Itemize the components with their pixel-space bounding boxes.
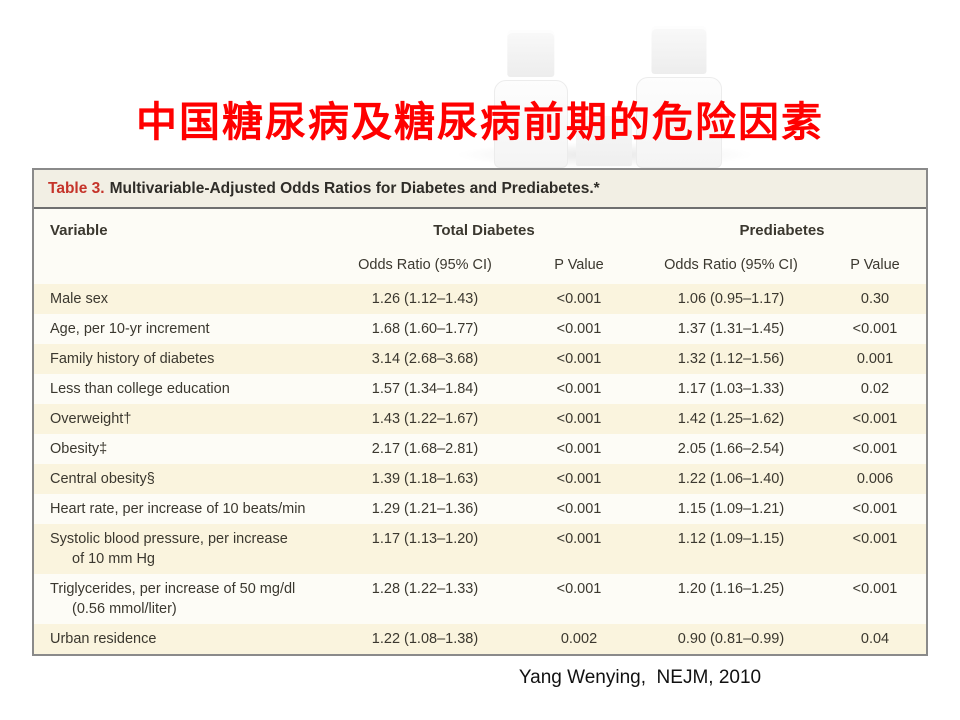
prediabetes-odds-ratio-cell: 1.17 (1.03–1.33) bbox=[677, 381, 785, 397]
medicine-vial-icon bbox=[576, 116, 632, 166]
column-header-spacer bbox=[34, 255, 330, 275]
variable-cell-line2: (0.56 mmol/liter) bbox=[72, 601, 177, 617]
table-row: Overweight† 1.43 (1.22–1.67) <0.001 1.42 (1… bbox=[34, 404, 926, 434]
prediabetes-odds-ratio-cell: 1.20 (1.16–1.25) bbox=[677, 581, 785, 597]
prediabetes-odds-ratio-cell: 1.37 (1.31–1.45) bbox=[677, 321, 785, 337]
table-row: Triglycerides, per increase of 50 mg/dl(… bbox=[34, 574, 926, 624]
column-group-total-diabetes: Total Diabetes bbox=[433, 222, 535, 239]
table-row: Less than college education 1.57 (1.34–1.… bbox=[34, 374, 926, 404]
prediabetes-p-value-cell: <0.001 bbox=[852, 501, 898, 517]
total-diabetes-p-value-cell: <0.001 bbox=[556, 441, 602, 457]
slide-title: 中国糖尿病及糖尿病前期的危险因素 bbox=[136, 98, 824, 146]
prediabetes-p-value-cell: 0.04 bbox=[860, 631, 890, 647]
total-diabetes-odds-ratio-cell: 1.29 (1.21–1.36) bbox=[371, 501, 479, 517]
table-row: Central obesity§ 1.39 (1.18–1.63) <0.001 1.… bbox=[34, 464, 926, 494]
prediabetes-p-value-cell: 0.30 bbox=[860, 291, 890, 307]
variable-cell: Obesity‡ bbox=[50, 441, 108, 457]
table-header-groups: Variable Total Diabetes Prediabetes bbox=[34, 209, 926, 241]
variable-cell: Urban residence bbox=[50, 631, 157, 647]
prediabetes-odds-ratio-cell: 1.12 (1.09–1.15) bbox=[677, 531, 785, 547]
total-diabetes-p-value-cell: <0.001 bbox=[556, 531, 602, 547]
variable-cell: Less than college education bbox=[50, 381, 230, 397]
variable-cell: Systolic blood pressure, per increase of … bbox=[34, 529, 330, 569]
total-diabetes-p-value-cell: <0.001 bbox=[556, 291, 602, 307]
table-caption: Multivariable-Adjusted Odds Ratios for D… bbox=[109, 180, 600, 197]
table-row: Systolic blood pressure, per increase of … bbox=[34, 524, 926, 574]
column-header-variable: Variable bbox=[50, 222, 108, 239]
total-diabetes-p-value-cell: <0.001 bbox=[556, 471, 602, 487]
column-group-prediabetes: Prediabetes bbox=[739, 222, 825, 239]
table-row: Age, per 10-yr increment 1.68 (1.60–1.77)… bbox=[34, 314, 926, 344]
variable-cell: Heart rate, per increase of 10 beats/min bbox=[50, 501, 306, 517]
prediabetes-p-value-cell: 0.001 bbox=[856, 351, 894, 367]
table-row: Heart rate, per increase of 10 beats/min… bbox=[34, 494, 926, 524]
column-header-p-value-td: P Value bbox=[554, 257, 604, 273]
prediabetes-odds-ratio-cell: 1.22 (1.06–1.40) bbox=[677, 471, 785, 487]
prediabetes-p-value-cell: <0.001 bbox=[852, 531, 898, 547]
table-label: Table 3. bbox=[48, 180, 105, 197]
total-diabetes-p-value-cell: <0.001 bbox=[556, 411, 602, 427]
prediabetes-p-value-cell: <0.001 bbox=[852, 321, 898, 337]
prediabetes-p-value-cell: 0.006 bbox=[856, 471, 894, 487]
variable-cell: Age, per 10-yr increment bbox=[50, 321, 210, 337]
column-header-odds-ratio-td: Odds Ratio (95% CI) bbox=[358, 257, 492, 273]
total-diabetes-odds-ratio-cell: 3.14 (2.68–3.68) bbox=[371, 351, 479, 367]
table-row: Male sex 1.26 (1.12–1.43) <0.001 1.06 (0.95… bbox=[34, 284, 926, 314]
prediabetes-odds-ratio-cell: 0.90 (0.81–0.99) bbox=[677, 631, 785, 647]
total-diabetes-odds-ratio-cell: 1.57 (1.34–1.84) bbox=[371, 381, 479, 397]
table-row: Urban residence 1.22 (1.08–1.38) 0.002 0.90… bbox=[34, 624, 926, 654]
total-diabetes-p-value-cell: <0.001 bbox=[556, 351, 602, 367]
odds-ratio-table: Table 3. Multivariable-Adjusted Odds Rati… bbox=[32, 168, 928, 656]
total-diabetes-p-value-cell: <0.001 bbox=[556, 581, 602, 597]
table-row: Obesity‡ 2.17 (1.68–2.81) <0.001 2.05 (1.66… bbox=[34, 434, 926, 464]
total-diabetes-odds-ratio-cell: 1.22 (1.08–1.38) bbox=[371, 631, 479, 647]
total-diabetes-odds-ratio-cell: 1.39 (1.18–1.63) bbox=[371, 471, 479, 487]
total-diabetes-p-value-cell: <0.001 bbox=[556, 501, 602, 517]
variable-cell: Family history of diabetes bbox=[50, 351, 215, 367]
prediabetes-odds-ratio-cell: 2.05 (1.66–2.54) bbox=[677, 441, 785, 457]
prediabetes-odds-ratio-cell: 1.32 (1.12–1.56) bbox=[677, 351, 785, 367]
total-diabetes-odds-ratio-cell: 1.17 (1.13–1.20) bbox=[371, 531, 479, 547]
table-header-subcolumns: Odds Ratio (95% CI) P Value Odds Ratio (… bbox=[34, 241, 926, 284]
prediabetes-p-value-cell: 0.02 bbox=[860, 381, 890, 397]
column-header-odds-ratio-pd: Odds Ratio (95% CI) bbox=[664, 257, 798, 273]
variable-cell: Male sex bbox=[50, 291, 109, 307]
total-diabetes-p-value-cell: 0.002 bbox=[560, 631, 598, 647]
prediabetes-odds-ratio-cell: 1.06 (0.95–1.17) bbox=[677, 291, 785, 307]
medicine-vial-icon bbox=[494, 30, 568, 168]
total-diabetes-p-value-cell: <0.001 bbox=[556, 381, 602, 397]
total-diabetes-p-value-cell: <0.001 bbox=[556, 321, 602, 337]
total-diabetes-odds-ratio-cell: 1.28 (1.22–1.33) bbox=[371, 581, 479, 597]
medicine-vial-icon bbox=[636, 26, 722, 168]
table-row: Family history of diabetes 3.14 (2.68–3.6… bbox=[34, 344, 926, 374]
total-diabetes-odds-ratio-cell: 1.43 (1.22–1.67) bbox=[371, 411, 479, 427]
total-diabetes-odds-ratio-cell: 1.26 (1.12–1.43) bbox=[371, 291, 479, 307]
column-header-p-value-pd: P Value bbox=[850, 257, 900, 273]
total-diabetes-odds-ratio-cell: 2.17 (1.68–2.81) bbox=[371, 441, 479, 457]
prediabetes-p-value-cell: <0.001 bbox=[852, 411, 898, 427]
prediabetes-p-value-cell: <0.001 bbox=[852, 441, 898, 457]
prediabetes-odds-ratio-cell: 1.42 (1.25–1.62) bbox=[677, 411, 785, 427]
prediabetes-odds-ratio-cell: 1.15 (1.09–1.21) bbox=[677, 501, 785, 517]
table-body: Male sex 1.26 (1.12–1.43) <0.001 1.06 (0.95… bbox=[34, 284, 926, 654]
variable-cell-line2: of 10 mm Hg bbox=[72, 551, 155, 567]
variable-cell: Triglycerides, per increase of 50 mg/dl(… bbox=[34, 579, 330, 619]
variable-cell: Overweight† bbox=[50, 411, 132, 427]
prediabetes-p-value-cell: <0.001 bbox=[852, 581, 898, 597]
total-diabetes-odds-ratio-cell: 1.68 (1.60–1.77) bbox=[371, 321, 479, 337]
variable-cell: Central obesity§ bbox=[50, 471, 155, 487]
table-caption-bar: Table 3. Multivariable-Adjusted Odds Rati… bbox=[34, 170, 926, 209]
citation: Yang Wenying, NEJM, 2010 bbox=[518, 667, 762, 688]
